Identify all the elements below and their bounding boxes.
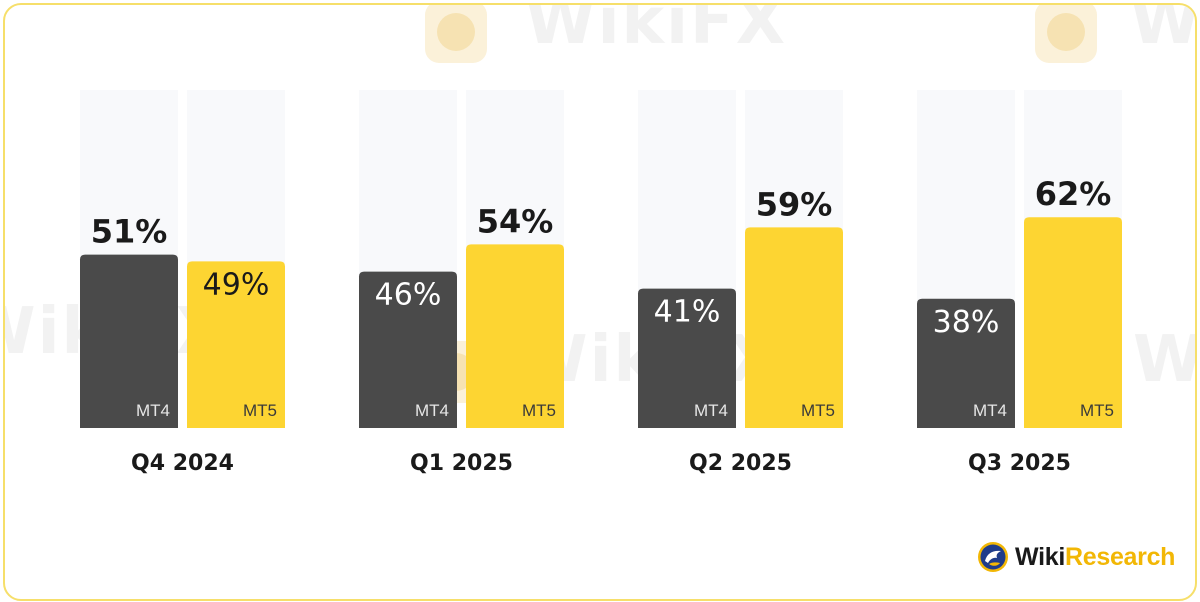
category-label: Q4 2024 <box>131 451 234 476</box>
value-label: 54% <box>477 202 554 240</box>
series-label: MT5 <box>522 401 556 420</box>
wikiresearch-brand: WikiResearch <box>977 541 1175 573</box>
bar-mt5-q1-2025 <box>466 244 564 428</box>
watermark-text: WikiFX <box>1133 323 1195 397</box>
value-label: 51% <box>91 213 168 251</box>
bar-mt5-q2-2025 <box>745 227 843 428</box>
bar-mt4-q3-2025 <box>917 298 1015 428</box>
bar-mt5-q4-2024 <box>187 261 285 428</box>
value-label: 59% <box>756 185 833 223</box>
watermark-emblem-icon <box>1035 5 1097 63</box>
bar-mt4-q1-2025 <box>359 271 457 428</box>
series-label: MT5 <box>1080 401 1114 420</box>
series-label: MT5 <box>801 401 835 420</box>
brand-name-research: Research <box>1064 542 1176 571</box>
series-label: MT4 <box>136 401 170 420</box>
series-label: MT4 <box>415 401 449 420</box>
category-label: Q3 2025 <box>968 451 1071 476</box>
series-label: MT4 <box>973 401 1007 420</box>
value-label: 49% <box>203 267 270 302</box>
bar-chart: 51% MT4 49% MT5 Q4 2024 46% MT4 54% MT5 Q1 2025 41… <box>80 90 1122 476</box>
category-label: Q1 2025 <box>410 451 513 476</box>
eagle-globe-icon <box>978 542 1008 572</box>
watermark-text: WikiFX <box>525 3 788 59</box>
value-label: 62% <box>1035 175 1112 213</box>
value-label: 46% <box>375 278 442 313</box>
chart-card: WikiFX WikiFX WikiFX WikiFX WikiFX 51%MT… <box>3 3 1197 601</box>
value-label: 41% <box>654 295 721 330</box>
category-label: Q2 2025 <box>689 451 792 476</box>
bar-mt4-q4-2024 <box>80 254 178 428</box>
watermark-text: WikiFX <box>1130 3 1197 59</box>
value-label: 38% <box>933 305 1000 340</box>
watermark-emblem-icon <box>425 5 487 63</box>
brand-name-wiki: Wiki <box>1015 542 1065 571</box>
series-label: MT4 <box>694 401 728 420</box>
series-label: MT5 <box>243 401 277 420</box>
bar-mt5-q3-2025 <box>1024 217 1122 428</box>
bar-mt4-q2-2025 <box>638 288 736 428</box>
